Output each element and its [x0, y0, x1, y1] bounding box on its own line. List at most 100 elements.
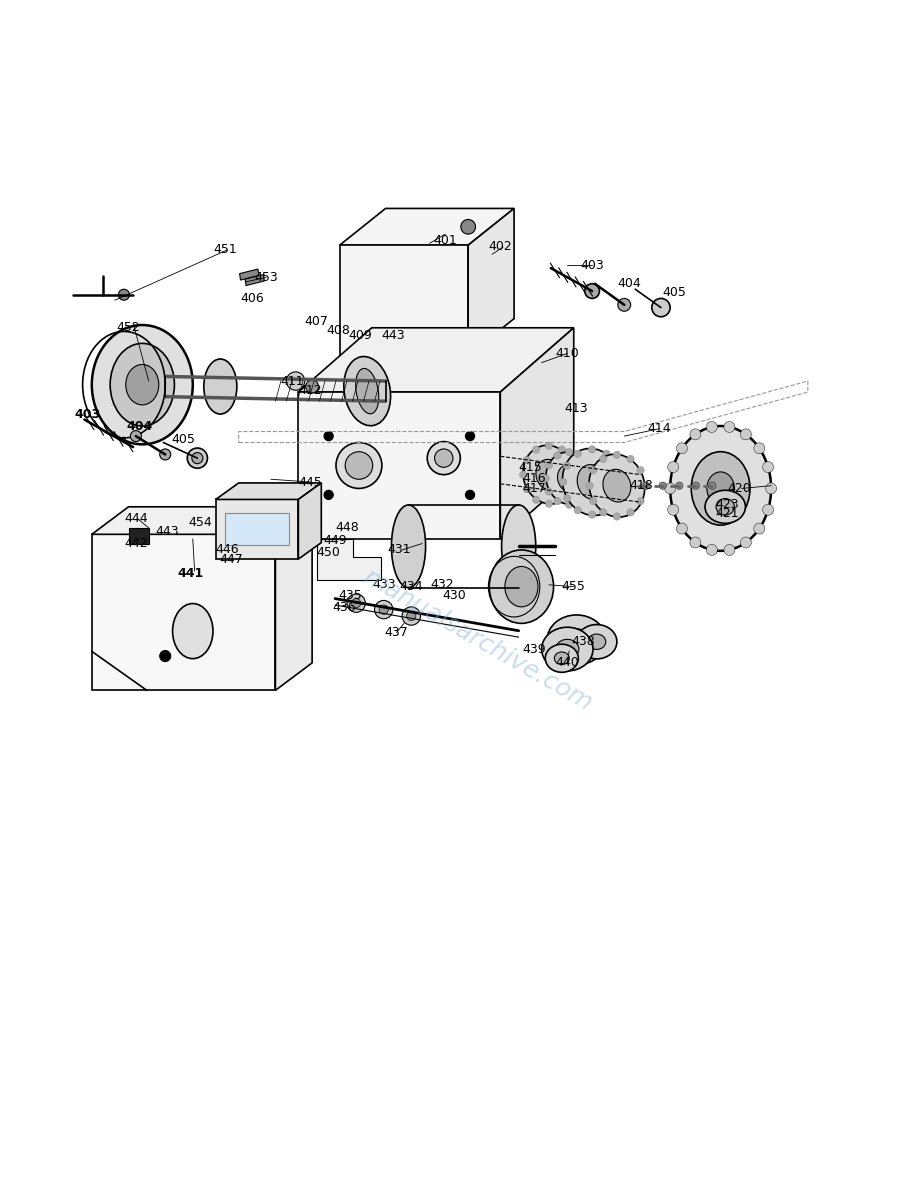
- Circle shape: [554, 498, 561, 505]
- Text: 434: 434: [399, 580, 423, 593]
- Text: 442: 442: [124, 537, 148, 550]
- Text: 411: 411: [280, 374, 304, 387]
- Text: 404: 404: [127, 421, 152, 434]
- Text: 450: 450: [317, 546, 341, 560]
- Circle shape: [627, 455, 634, 462]
- Circle shape: [676, 482, 683, 489]
- Circle shape: [709, 482, 716, 489]
- Text: 455: 455: [562, 580, 586, 593]
- Polygon shape: [275, 507, 312, 690]
- Text: 406: 406: [241, 292, 264, 305]
- Circle shape: [637, 498, 644, 505]
- Circle shape: [599, 455, 607, 462]
- Circle shape: [545, 461, 553, 469]
- Circle shape: [567, 486, 575, 493]
- Circle shape: [589, 498, 597, 505]
- Text: 452: 452: [117, 321, 140, 334]
- Text: 409: 409: [348, 329, 372, 342]
- Circle shape: [588, 446, 596, 453]
- Circle shape: [465, 491, 475, 499]
- Circle shape: [690, 537, 701, 548]
- Ellipse shape: [670, 426, 771, 551]
- Text: 404: 404: [617, 277, 641, 290]
- Circle shape: [665, 484, 676, 494]
- Text: 454: 454: [188, 516, 212, 529]
- Ellipse shape: [542, 627, 593, 671]
- Ellipse shape: [505, 567, 538, 607]
- Circle shape: [667, 462, 678, 473]
- Circle shape: [627, 508, 634, 516]
- Text: 449: 449: [323, 535, 347, 548]
- Ellipse shape: [691, 451, 750, 525]
- Ellipse shape: [391, 505, 426, 588]
- Text: 416: 416: [522, 472, 546, 485]
- Ellipse shape: [344, 356, 390, 425]
- Circle shape: [461, 220, 476, 234]
- Ellipse shape: [563, 449, 621, 516]
- Ellipse shape: [603, 469, 631, 503]
- Text: 433: 433: [372, 579, 396, 592]
- Circle shape: [692, 482, 700, 489]
- Circle shape: [130, 430, 141, 442]
- Text: 413: 413: [565, 402, 588, 415]
- Text: 403: 403: [74, 409, 100, 422]
- Circle shape: [603, 450, 610, 457]
- Bar: [92, 535, 275, 690]
- Text: 407: 407: [305, 315, 329, 328]
- Text: 421: 421: [715, 507, 739, 519]
- Circle shape: [520, 470, 527, 479]
- Circle shape: [160, 651, 171, 662]
- Ellipse shape: [204, 359, 237, 415]
- Ellipse shape: [705, 491, 745, 524]
- Circle shape: [585, 284, 599, 298]
- Text: 446: 446: [216, 543, 240, 556]
- Circle shape: [617, 479, 624, 486]
- Circle shape: [603, 506, 610, 514]
- Text: 420: 420: [727, 482, 751, 495]
- Circle shape: [324, 431, 333, 441]
- Circle shape: [740, 429, 751, 440]
- Circle shape: [754, 523, 765, 535]
- Ellipse shape: [547, 615, 606, 665]
- Ellipse shape: [355, 368, 379, 413]
- Ellipse shape: [554, 652, 569, 664]
- Ellipse shape: [564, 628, 589, 651]
- Text: 418: 418: [629, 479, 653, 492]
- Text: manualsarchive.com: manualsarchive.com: [359, 564, 596, 715]
- Ellipse shape: [110, 343, 174, 426]
- Polygon shape: [92, 507, 312, 535]
- Circle shape: [618, 298, 631, 311]
- Circle shape: [677, 523, 688, 535]
- Ellipse shape: [545, 644, 578, 672]
- Circle shape: [306, 380, 319, 393]
- Polygon shape: [500, 328, 574, 539]
- Circle shape: [706, 422, 717, 432]
- Circle shape: [667, 504, 678, 516]
- Circle shape: [465, 431, 475, 441]
- Text: 436: 436: [332, 601, 356, 614]
- Text: 438: 438: [571, 636, 595, 649]
- Circle shape: [588, 475, 597, 482]
- Circle shape: [766, 484, 777, 494]
- Text: 430: 430: [442, 589, 466, 602]
- Polygon shape: [468, 208, 514, 355]
- Circle shape: [586, 461, 593, 469]
- Polygon shape: [240, 268, 259, 280]
- Text: 445: 445: [298, 475, 322, 488]
- Circle shape: [118, 289, 129, 301]
- Circle shape: [740, 537, 751, 548]
- Circle shape: [352, 599, 361, 608]
- Text: 431: 431: [387, 543, 411, 556]
- Circle shape: [375, 600, 393, 619]
- Text: 415: 415: [519, 461, 543, 474]
- Circle shape: [571, 470, 578, 479]
- Circle shape: [160, 449, 171, 460]
- Circle shape: [434, 449, 453, 467]
- Polygon shape: [298, 484, 321, 560]
- Polygon shape: [340, 208, 514, 245]
- Circle shape: [187, 448, 207, 468]
- Circle shape: [613, 451, 621, 459]
- Ellipse shape: [716, 499, 734, 516]
- Polygon shape: [245, 274, 264, 285]
- Circle shape: [558, 497, 565, 504]
